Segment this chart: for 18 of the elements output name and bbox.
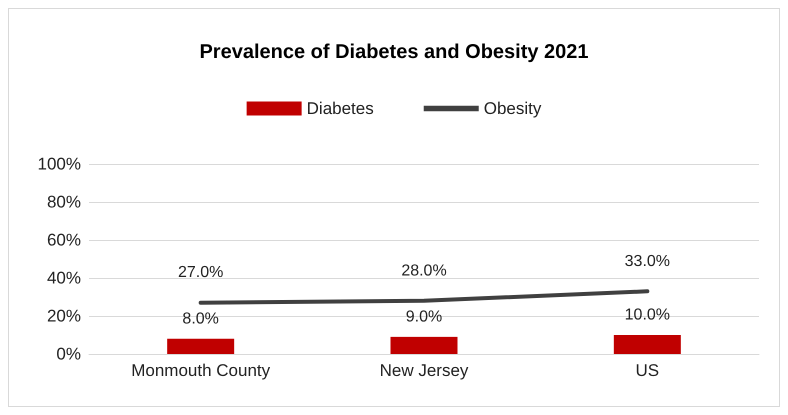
y-tick-label: 100% [38,154,81,174]
x-tick-label: US [636,361,660,380]
y-tick-label: 20% [46,306,81,326]
y-tick-label: 0% [56,344,81,364]
data-label: 8.0% [182,310,219,328]
data-label: 27.0% [178,264,224,282]
data-label: 28.0% [401,262,447,280]
chart-title: Prevalence of Diabetes and Obesity 2021 [199,41,589,63]
legend-label: Obesity [484,99,542,118]
data-label: 9.0% [406,308,442,326]
legend-label: Diabetes [306,99,374,118]
y-tick-label: 60% [46,230,81,250]
data-label: 10.0% [624,306,670,324]
data-label: 33.0% [624,252,670,270]
y-tick-label: 40% [46,268,81,288]
y-tick-label: 80% [46,192,81,212]
x-tick-label: Monmouth County [131,361,271,380]
x-tick-label: New Jersey [380,361,469,380]
